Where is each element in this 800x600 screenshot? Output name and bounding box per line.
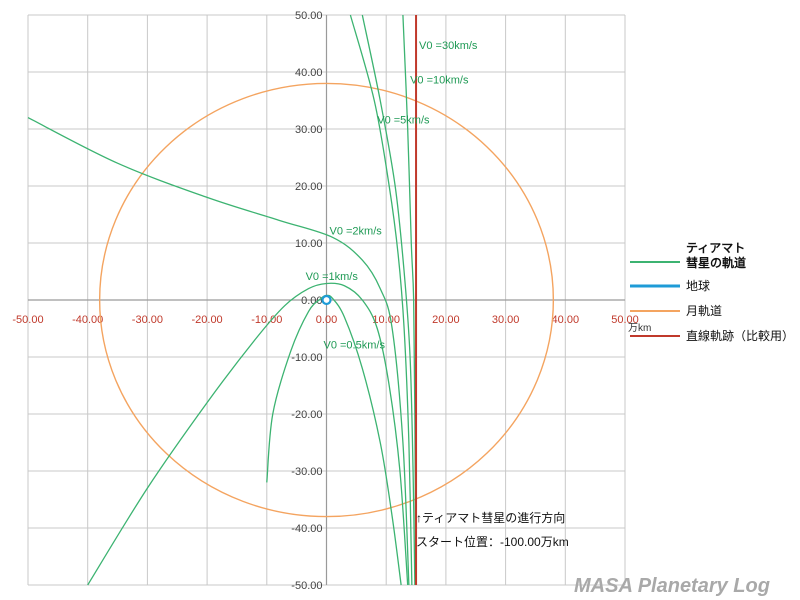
series-lines bbox=[27, 14, 418, 586]
x-tick-label: -50.00 bbox=[12, 314, 43, 326]
start-position-note: スタート位置：-100.00万km bbox=[416, 534, 569, 549]
series-line-1 bbox=[361, 14, 416, 586]
series-label: V0 =1km/s bbox=[306, 271, 359, 283]
moon-orbit-circle bbox=[98, 82, 555, 518]
series-label: V0 =10km/s bbox=[410, 74, 469, 86]
series-label: V0 =30km/s bbox=[419, 40, 478, 52]
series-labels: V0 =30km/s V0 =10km/s V0 =5km/s V0 =2km/s V0… bbox=[306, 40, 478, 351]
x-tick-labels: -50.00 -40.00 -30.00 -20.00 -10.00 0.00 10.00 2… bbox=[12, 314, 638, 326]
legend-title-line2: 彗星の軌道 bbox=[686, 255, 746, 270]
series-line-4 bbox=[87, 282, 409, 586]
y-tick-label: -20.00 bbox=[291, 409, 322, 421]
direction-note: ↑ティアマト彗星の進行方向 bbox=[416, 510, 565, 525]
series-label: V0 =0.5km/s bbox=[324, 339, 386, 351]
y-tick-label: 40.00 bbox=[295, 67, 323, 79]
y-tick-label: -30.00 bbox=[291, 466, 322, 478]
x-tick-label: 40.00 bbox=[552, 314, 580, 326]
legend-entry: 地球 bbox=[686, 279, 710, 293]
x-tick-label: 10.00 bbox=[372, 314, 400, 326]
series-line-3 bbox=[27, 117, 410, 586]
y-tick-label: -50.00 bbox=[291, 580, 322, 592]
series-line-2 bbox=[349, 14, 413, 586]
legend-title-line1: ティアマト bbox=[686, 241, 745, 255]
series-line-5 bbox=[266, 294, 402, 586]
y-tick-label: 20.00 bbox=[295, 181, 323, 193]
y-tick-labels: 50.00 40.00 30.00 20.00 10.00 0.00 -10.00 -20.0… bbox=[291, 10, 322, 592]
x-unit-label: 万km bbox=[628, 323, 651, 334]
y-tick-label: 50.00 bbox=[295, 10, 323, 22]
moon-orbit bbox=[98, 82, 555, 518]
series-label: V0 =2km/s bbox=[329, 225, 382, 237]
x-tick-label: -30.00 bbox=[132, 314, 163, 326]
x-tick-label: 50.00 bbox=[611, 314, 639, 326]
earth-circle bbox=[321, 294, 332, 306]
y-tick-label: 0.00 bbox=[301, 295, 322, 307]
watermark: MASA Planetary Log bbox=[574, 575, 770, 597]
series-label: V0 =5km/s bbox=[377, 114, 430, 126]
x-tick-label: 0.00 bbox=[316, 314, 337, 326]
y-tick-label: 10.00 bbox=[295, 238, 323, 250]
x-tick-label: 30.00 bbox=[492, 314, 520, 326]
legend-entry: 月軌道 bbox=[686, 303, 722, 318]
x-tick-label: -10.00 bbox=[251, 314, 282, 326]
legend-entry: 直線軌跡（比較用） bbox=[686, 328, 794, 343]
earth-marker bbox=[321, 294, 332, 306]
x-tick-label: 20.00 bbox=[432, 314, 460, 326]
x-tick-label: -40.00 bbox=[72, 314, 103, 326]
y-tick-label: -40.00 bbox=[291, 523, 322, 535]
x-tick-label: -20.00 bbox=[191, 314, 222, 326]
y-tick-label: -10.00 bbox=[291, 352, 322, 364]
y-tick-label: 30.00 bbox=[295, 124, 323, 136]
